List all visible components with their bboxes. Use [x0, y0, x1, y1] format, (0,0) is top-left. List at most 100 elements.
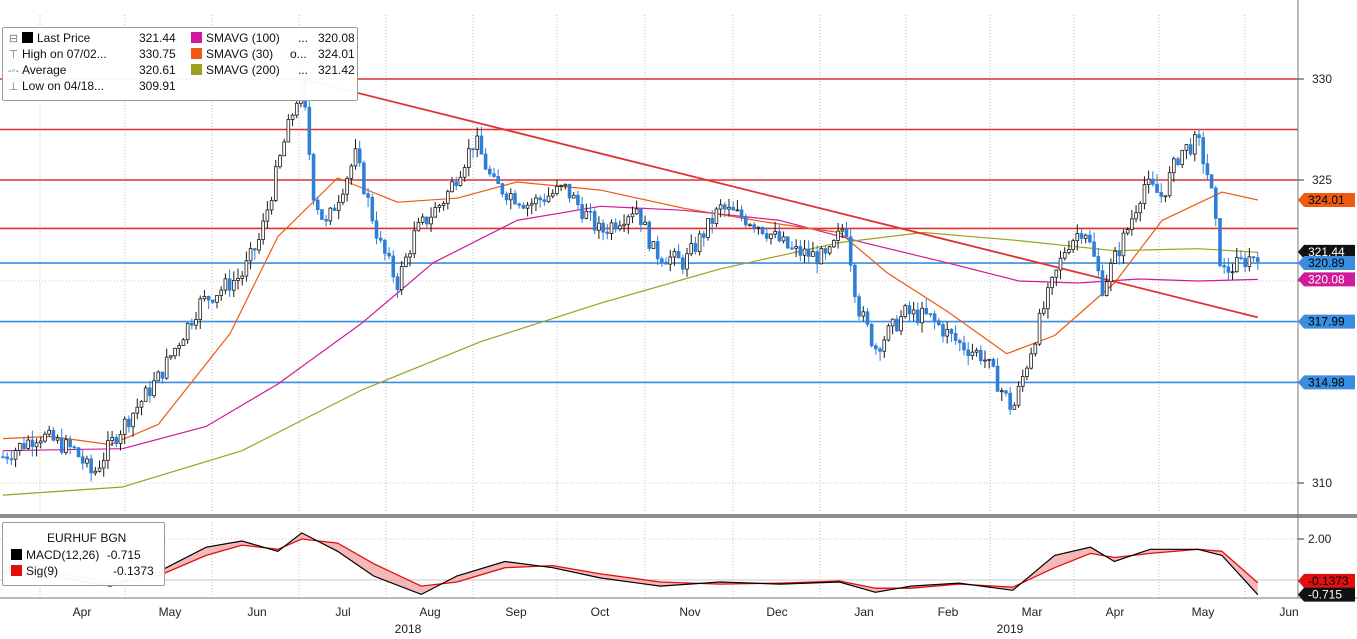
candle-body	[1004, 390, 1008, 394]
candle-body	[1117, 250, 1122, 257]
candle-body	[336, 201, 341, 211]
legend-extra: ...	[298, 63, 309, 77]
legend-extra: o...	[290, 47, 307, 61]
candle-body	[878, 348, 882, 352]
candle-body	[1008, 392, 1012, 410]
candle-body	[1130, 218, 1134, 230]
candle-body	[609, 222, 614, 234]
candle-body	[748, 224, 752, 227]
legend-extra: ...	[298, 31, 309, 45]
candle-body	[689, 243, 694, 255]
x-tick-label: Jul	[335, 605, 350, 619]
candle-body	[1205, 163, 1210, 176]
expand-icon[interactable]: ⊟	[8, 33, 19, 45]
price-label-text: -0.1373	[1308, 574, 1349, 588]
series-line	[2, 177, 1258, 446]
price-legend[interactable]: ⊟ Last Price 321.44 ⊤ High on 07/02... 330…	[2, 27, 358, 101]
candle-body	[911, 309, 916, 315]
candle-body	[85, 458, 89, 464]
x-year-label: 2018	[395, 622, 422, 636]
legend-row-signal: Sig(9) -0.1373	[11, 563, 154, 579]
candle-body	[1113, 250, 1117, 264]
candle-body	[160, 371, 165, 379]
candle-body	[832, 240, 836, 248]
candle-body	[806, 248, 811, 257]
candle-body	[1188, 144, 1193, 155]
price-label-tag	[1298, 375, 1355, 390]
candle-body	[1163, 195, 1168, 198]
candle-body	[517, 203, 521, 206]
candle-body	[978, 349, 983, 362]
candle-body	[1142, 184, 1147, 204]
candle-body	[874, 345, 878, 350]
candle-body	[895, 318, 899, 332]
candle-body	[1029, 353, 1033, 369]
x-tick-label: Jan	[854, 605, 873, 619]
candle-body	[425, 216, 429, 225]
candle-body	[252, 248, 257, 251]
candle-body	[232, 280, 236, 291]
candle-body	[240, 275, 244, 279]
candle-body	[555, 186, 559, 194]
candle-body	[949, 329, 954, 334]
candle-body	[64, 439, 68, 453]
candle-body	[794, 246, 798, 249]
legend-value: 321.44	[139, 31, 176, 45]
candle-body	[790, 247, 794, 250]
candle-body	[1155, 183, 1159, 193]
candle-body	[639, 208, 643, 226]
candle-body	[345, 178, 349, 195]
candle-body	[211, 299, 215, 303]
legend-row-last-price: ⊟ Last Price 321.44	[7, 30, 176, 46]
legend-value: 320.61	[139, 63, 176, 77]
candle-body	[487, 168, 492, 175]
macd-legend[interactable]: EURHUF BGN MACD(12,26) -0.715 Sig(9) -0.…	[2, 522, 165, 586]
x-tick-label: Dec	[766, 605, 787, 619]
candle-body	[848, 236, 853, 266]
candle-body	[437, 205, 442, 208]
candle-body	[106, 440, 110, 461]
candle-body	[1138, 203, 1143, 214]
candle-body	[521, 204, 526, 209]
candle-body	[324, 219, 328, 222]
price-label: 314.98	[1298, 375, 1355, 390]
candle-body	[1083, 234, 1088, 239]
macd-instrument-title: EURHUF BGN	[47, 531, 127, 545]
y-tick-label: 2.00	[1308, 532, 1332, 546]
candle-body	[1159, 192, 1164, 197]
candle-body	[706, 217, 710, 238]
candle-body	[1226, 266, 1231, 273]
candle-body	[861, 311, 866, 317]
candle-body	[467, 148, 471, 168]
candle-body	[408, 253, 412, 258]
legend-label: Sig(9)	[26, 564, 59, 578]
candle-body	[1121, 232, 1126, 257]
candle-body	[626, 216, 631, 225]
candle-body	[416, 221, 421, 232]
candle-body	[542, 199, 547, 203]
candle-body	[328, 207, 333, 222]
candle-body	[412, 230, 417, 255]
candle-body	[605, 231, 610, 234]
candle-body	[227, 278, 232, 291]
sma200-swatch-icon	[191, 64, 202, 75]
candle-body	[999, 390, 1004, 393]
price-label-text: 320.08	[1308, 272, 1345, 286]
candle-body	[643, 221, 647, 226]
candle-body	[101, 459, 106, 469]
candle-body	[387, 252, 391, 257]
price-label-tag	[1298, 587, 1355, 602]
candle-body	[1180, 149, 1185, 166]
candle-body	[937, 320, 941, 326]
candle-body	[932, 313, 937, 322]
candle-body	[697, 233, 702, 252]
candle-body	[269, 200, 274, 211]
candle-body	[290, 114, 295, 120]
candle-body	[1046, 287, 1050, 310]
candle-body	[118, 433, 123, 444]
candle-body	[777, 231, 782, 242]
candle-body	[924, 307, 929, 315]
candle-body	[135, 406, 140, 414]
candle-body	[131, 412, 135, 428]
